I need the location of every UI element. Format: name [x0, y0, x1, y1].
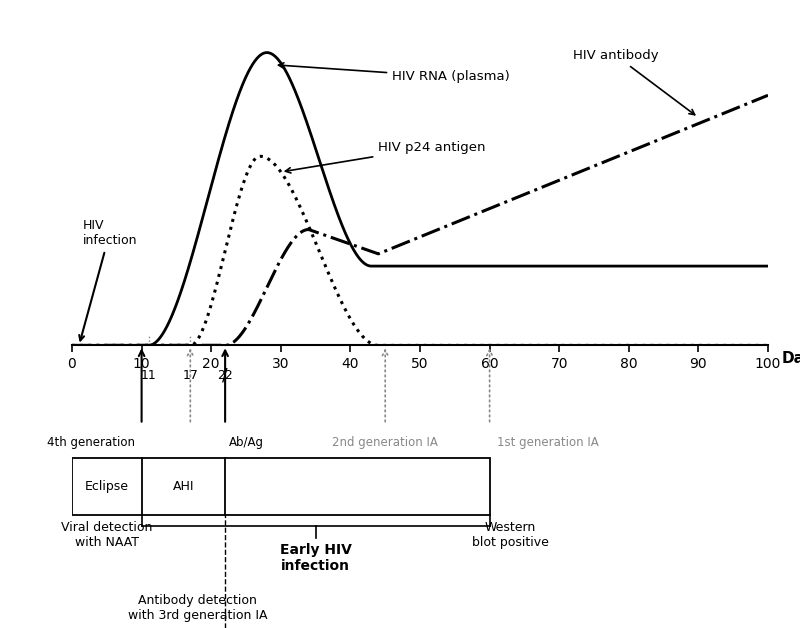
- Text: Viral detection
with NAAT: Viral detection with NAAT: [61, 521, 153, 549]
- Text: Days: Days: [782, 350, 800, 365]
- Text: HIV
infection: HIV infection: [79, 219, 137, 340]
- Text: 11: 11: [141, 369, 157, 382]
- Text: Western
blot positive: Western blot positive: [472, 521, 549, 549]
- Text: HIV p24 antigen: HIV p24 antigen: [286, 141, 486, 173]
- Text: /: /: [222, 366, 228, 384]
- Text: Early HIV
infection: Early HIV infection: [280, 543, 351, 573]
- Text: Eclipse: Eclipse: [85, 480, 129, 493]
- Text: 1st generation IA: 1st generation IA: [497, 436, 598, 449]
- Text: Antibody detection
with 3rd generation IA: Antibody detection with 3rd generation I…: [127, 594, 267, 622]
- Text: HIV RNA (plasma): HIV RNA (plasma): [278, 63, 510, 84]
- Text: 2nd generation IA: 2nd generation IA: [332, 436, 438, 449]
- Text: 22: 22: [218, 369, 233, 382]
- Text: 4th generation: 4th generation: [46, 436, 134, 449]
- Text: 17: 17: [182, 369, 198, 382]
- Text: HIV antibody: HIV antibody: [573, 49, 694, 115]
- Text: AHI: AHI: [173, 480, 194, 493]
- Bar: [72, 458, 490, 515]
- Text: Ab/Ag: Ab/Ag: [229, 436, 264, 449]
